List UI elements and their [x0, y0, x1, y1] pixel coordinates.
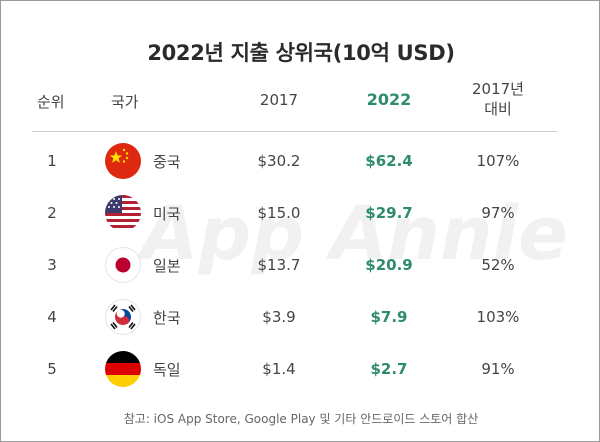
header-country: 국가: [111, 93, 139, 111]
country-name: 중국: [153, 153, 181, 171]
value-2017: $30.2: [257, 152, 301, 170]
rank-label: 1: [47, 152, 57, 170]
country-name: 일본: [153, 257, 181, 275]
header-2022: 2022: [366, 90, 412, 109]
usa-flag-icon: [105, 195, 141, 231]
value-2022: $20.9: [365, 256, 413, 274]
rank-label: 2: [47, 204, 57, 222]
country-name: 한국: [153, 309, 181, 327]
country-name: 독일: [153, 361, 181, 379]
value-2017: $3.9: [262, 308, 296, 326]
country-name: 미국: [153, 205, 181, 223]
header-rank: 순위: [37, 93, 65, 111]
value-2022: $2.7: [370, 360, 408, 378]
ratio-vs-2017: 97%: [481, 204, 515, 222]
ratio-vs-2017: 91%: [481, 360, 515, 378]
header-vs-2017: 2017년 대비: [472, 80, 524, 118]
value-2022: $7.9: [370, 308, 408, 326]
korea-flag-icon: [105, 299, 141, 335]
rank-label: 5: [47, 360, 57, 378]
chart-title: 2022년 지출 상위국(10억 USD): [147, 41, 455, 65]
header-2017: 2017: [259, 91, 299, 109]
value-2022: $29.7: [365, 204, 413, 222]
japan-flag-icon: [105, 247, 141, 283]
value-2017: $1.4: [262, 360, 296, 378]
value-2017: $15.0: [257, 204, 301, 222]
header-divider: [32, 131, 557, 132]
value-2017: $13.7: [257, 256, 301, 274]
ratio-vs-2017: 52%: [481, 256, 515, 274]
germany-flag-icon: [105, 351, 141, 387]
rank-label: 3: [47, 256, 57, 274]
ratio-vs-2017: 107%: [476, 152, 520, 170]
ratio-vs-2017: 103%: [476, 308, 520, 326]
china-flag-icon: [105, 143, 141, 179]
footnote: 참고: iOS App Store, Google Play 및 기타 안드로이…: [123, 412, 479, 426]
rank-label: 4: [47, 308, 57, 326]
value-2022: $62.4: [365, 152, 413, 170]
